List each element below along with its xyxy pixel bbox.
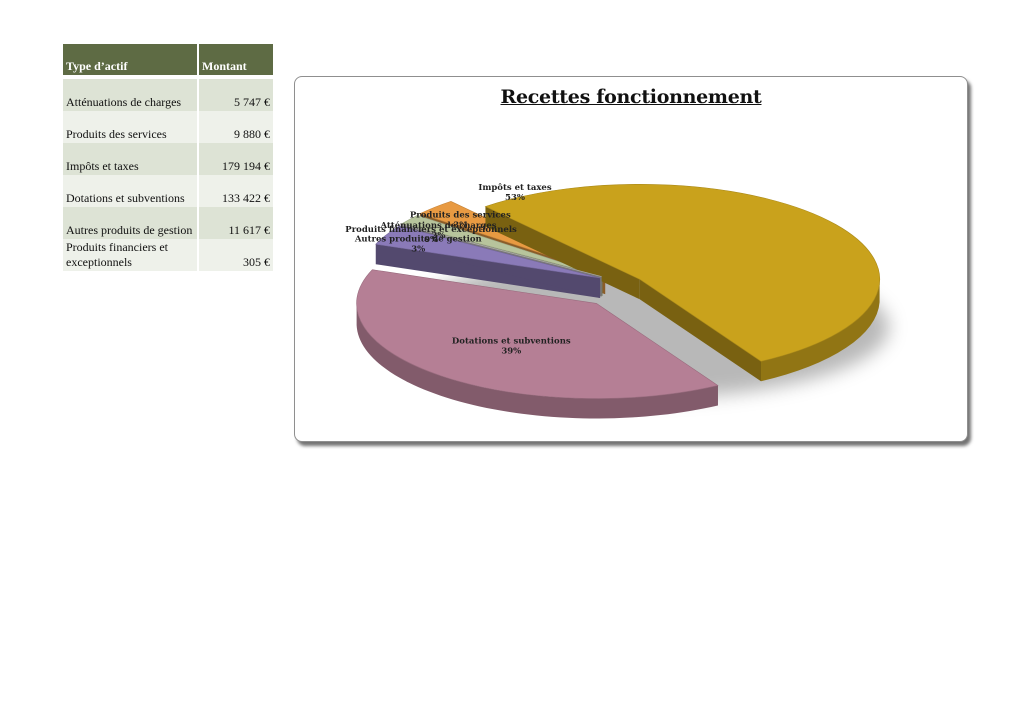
slice-label-3: Produits financiers et exceptionnels: [345, 225, 517, 235]
slice-percent-3: 0%: [424, 235, 438, 245]
slice-percent-5: 3%: [453, 220, 467, 230]
slice-percent-0: 53%: [505, 193, 525, 203]
table-row: Produits des services 9 880 €: [63, 111, 273, 143]
slice-label-0: Impôts et taxes: [478, 182, 551, 193]
table-header-row: Type d’actif Montant: [63, 44, 273, 75]
slice-percent-1: 39%: [501, 346, 521, 356]
pie-slice-2: [375, 225, 601, 299]
slice-label-4: Atténuations de charges: [379, 220, 496, 231]
slice-label-2: Autres produits de gestion: [354, 234, 482, 244]
slice-label-5: Produits des services: [410, 210, 511, 220]
row-name: Produits des services: [63, 111, 197, 143]
table-row: Atténuations de charges 5 747 €: [63, 79, 273, 111]
table-row: Dotations et subventions 133 422 €: [63, 175, 273, 207]
slice-percent-4: 2%: [432, 231, 446, 241]
row-name: Dotations et subventions: [63, 175, 197, 207]
row-amount: 11 617 €: [197, 207, 273, 239]
row-amount: 9 880 €: [197, 111, 273, 143]
header-amount: Montant: [197, 44, 273, 75]
row-name: Autres produits de gestion: [63, 207, 197, 239]
row-amount: 179 194 €: [197, 143, 273, 175]
slice-label-1: Dotations et subventions: [452, 336, 571, 346]
row-name: Impôts et taxes: [63, 143, 197, 175]
row-amount: 133 422 €: [197, 175, 273, 207]
table-row: Impôts et taxes 179 194 €: [63, 143, 273, 175]
table-row: Produits financiers et exceptionnels 305…: [63, 239, 273, 271]
row-name: Produits financiers et exceptionnels: [63, 239, 197, 271]
row-amount: 5 747 €: [197, 79, 273, 111]
table-row: Autres produits de gestion 11 617 €: [63, 207, 273, 239]
chart-panel: Recettes fonctionnement Impôts et taxes 5…: [294, 76, 968, 442]
pie-slice-0: [484, 183, 880, 382]
slice-percent-2: 3%: [411, 244, 425, 254]
chart-title: Recettes fonctionnement: [500, 86, 762, 108]
pie-slice-1: [356, 269, 719, 419]
asset-table: Type d’actif Montant Atténuations de cha…: [63, 44, 273, 271]
header-type: Type d’actif: [63, 44, 197, 75]
row-name: Atténuations de charges: [63, 79, 197, 111]
row-amount: 305 €: [197, 239, 273, 271]
